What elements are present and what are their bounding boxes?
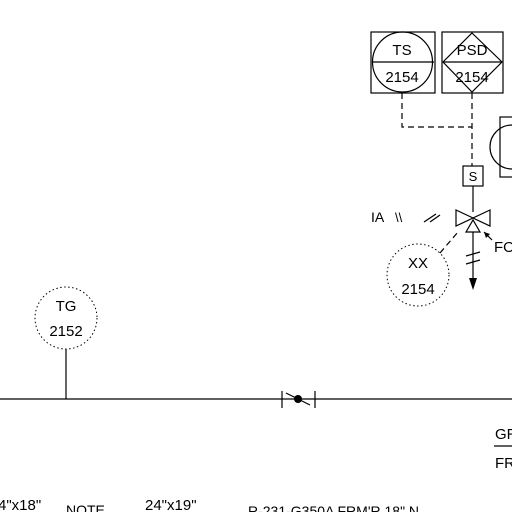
- air-supply-hatch-2: [429, 214, 441, 223]
- valve-tick-1: [465, 251, 481, 257]
- air-supply-label: IA: [371, 209, 385, 225]
- note-label: NOTE: [66, 502, 105, 512]
- instrument-psd-diamond: [442, 32, 503, 93]
- edge-label-fr: FR: [495, 455, 512, 472]
- fail-label: FO: [494, 239, 512, 256]
- signal-line-ts: [401, 93, 472, 128]
- instrument-ts-loop: 2154: [385, 69, 418, 86]
- note-left-size: 4"x18": [0, 497, 41, 512]
- note-size: 24"x19": [145, 497, 197, 512]
- instrument-psd-function: PSD: [457, 42, 488, 59]
- instrument-xx-signal: [439, 231, 459, 254]
- instrument-xx-bubble: [386, 243, 450, 307]
- air-supply-hatch-1: [423, 213, 437, 223]
- valve-body-right: [471, 209, 491, 227]
- partial-instrument-frame: [499, 116, 512, 178]
- valve-body-left: [455, 209, 475, 227]
- valve-actuator-triangle: [464, 218, 482, 233]
- solenoid-label: S: [469, 169, 478, 184]
- inline-valve[interactable]: [281, 391, 316, 408]
- instrument-psd-2154[interactable]: PSD 2154: [441, 31, 504, 94]
- instrument-xx-loop: 2154: [401, 281, 434, 298]
- fail-open-arrowhead: [484, 232, 490, 238]
- instrument-xx-2154[interactable]: XX 2154: [386, 231, 459, 307]
- air-supply-mark: \\: [395, 210, 403, 225]
- instrument-xx-function: XX: [408, 255, 428, 272]
- instrument-ts-function: TS: [392, 42, 411, 59]
- control-valve-2154[interactable]: [455, 209, 493, 290]
- partial-instrument-bubble: [489, 124, 512, 170]
- air-supply: IA \\: [371, 209, 441, 225]
- instrument-tg-2152[interactable]: TG 2152: [34, 286, 98, 399]
- instrument-psd-loop: 2154: [455, 69, 488, 86]
- valve-tick-2: [465, 259, 481, 265]
- partial-instrument-right: [489, 116, 512, 178]
- flow-arrow-down: [469, 278, 477, 290]
- instrument-ts-2154[interactable]: TS 2154: [370, 31, 436, 94]
- instrument-tg-function: TG: [56, 298, 77, 315]
- edge-label-gr: GR: [495, 426, 512, 443]
- instrument-tg-loop: 2152: [49, 323, 82, 340]
- note-spec: R-231-G350A FRM'R 18" N: [248, 503, 419, 512]
- inline-valve-center: [294, 395, 302, 403]
- solenoid[interactable]: S: [462, 165, 484, 187]
